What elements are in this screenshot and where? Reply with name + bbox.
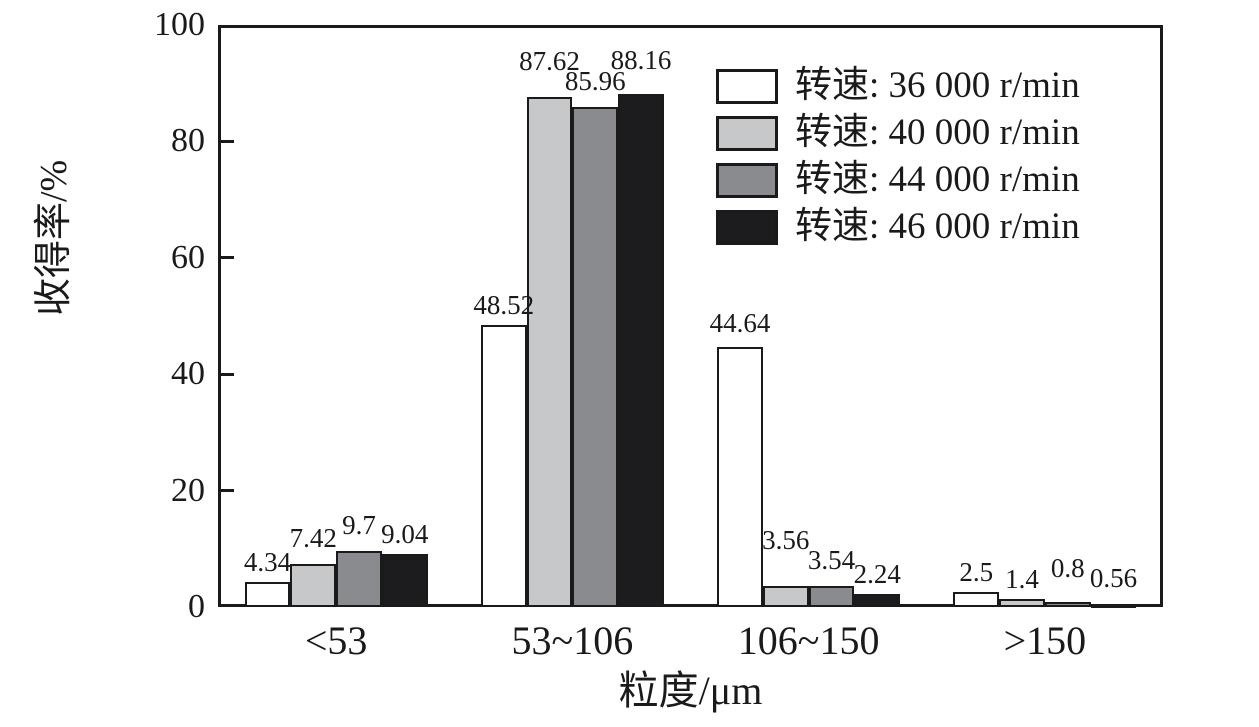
bar bbox=[526, 97, 573, 607]
legend-swatch-icon bbox=[716, 68, 778, 104]
bar-value-label: 2.24 bbox=[853, 558, 901, 589]
bar-value-label: 9.7 bbox=[342, 509, 376, 540]
bar bbox=[808, 586, 855, 607]
x-tick-label: 106~150 bbox=[737, 618, 880, 663]
bar-value-label: 9.04 bbox=[381, 519, 429, 550]
bar bbox=[999, 598, 1045, 607]
bar bbox=[480, 324, 527, 607]
bar bbox=[717, 347, 763, 607]
y-tick-label: 100 bbox=[154, 6, 205, 43]
legend-swatch-icon bbox=[716, 209, 778, 245]
bar-value-label: 44.64 bbox=[709, 308, 771, 339]
bar bbox=[762, 586, 809, 607]
y-tick-label: 40 bbox=[171, 355, 205, 393]
legend-item-label: 转速: 44 000 r/min bbox=[795, 159, 1080, 200]
bar-value-label: 88.16 bbox=[610, 44, 672, 75]
plot-area bbox=[218, 25, 1163, 607]
y-tick-mark bbox=[221, 489, 234, 493]
bar bbox=[1044, 602, 1091, 607]
bar bbox=[381, 554, 428, 607]
x-tick-label: <53 bbox=[304, 618, 368, 663]
bar bbox=[854, 593, 901, 607]
x-tick-label: 53~106 bbox=[511, 618, 634, 663]
y-tick-label: 80 bbox=[171, 122, 205, 160]
y-tick-label: 20 bbox=[171, 471, 205, 509]
x-axis-title: 粒度/μm bbox=[618, 668, 763, 713]
bar-value-label: 3.56 bbox=[762, 525, 810, 556]
y-tick-label: 0 bbox=[188, 588, 205, 625]
x-tick-label: >150 bbox=[1003, 618, 1087, 663]
y-tick-label: 60 bbox=[171, 238, 205, 276]
legend-item: 转速: 36 000 r/min bbox=[716, 66, 1080, 106]
bar bbox=[336, 550, 382, 607]
bar bbox=[572, 106, 619, 607]
legend-item-label: 转速: 40 000 r/min bbox=[795, 112, 1080, 153]
bar-value-label: 4.34 bbox=[243, 546, 292, 577]
bar-value-label: 7.42 bbox=[289, 522, 337, 553]
bar-value-label: 87.62 bbox=[519, 46, 580, 77]
y-tick-mark bbox=[221, 256, 234, 260]
y-tick-mark bbox=[221, 372, 234, 376]
bar bbox=[1090, 603, 1137, 608]
bar-value-label: 3.54 bbox=[807, 545, 856, 576]
legend-item-label: 转速: 36 000 r/min bbox=[795, 65, 1080, 106]
legend-item: 转速: 44 000 r/min bbox=[716, 160, 1080, 200]
bar bbox=[290, 563, 337, 607]
bar-value-label: 1.4 bbox=[1005, 563, 1039, 594]
bar-value-label: 2.5 bbox=[959, 557, 994, 588]
legend-swatch-icon bbox=[716, 162, 778, 198]
y-tick-mark bbox=[221, 139, 234, 143]
bar bbox=[618, 93, 664, 607]
bar bbox=[953, 592, 1000, 607]
bar-value-label: 48.52 bbox=[473, 289, 535, 320]
legend-item: 转速: 40 000 r/min bbox=[716, 113, 1080, 153]
legend-swatch-icon bbox=[716, 115, 778, 151]
bar-value-label: 85.96 bbox=[564, 65, 626, 96]
bar-value-label: 0.56 bbox=[1089, 562, 1138, 593]
legend-item-label: 转速: 46 000 r/min bbox=[795, 206, 1080, 247]
bar-value-label: 0.8 bbox=[1050, 553, 1085, 584]
bar bbox=[244, 581, 291, 607]
legend-item: 转速: 46 000 r/min bbox=[716, 207, 1080, 247]
